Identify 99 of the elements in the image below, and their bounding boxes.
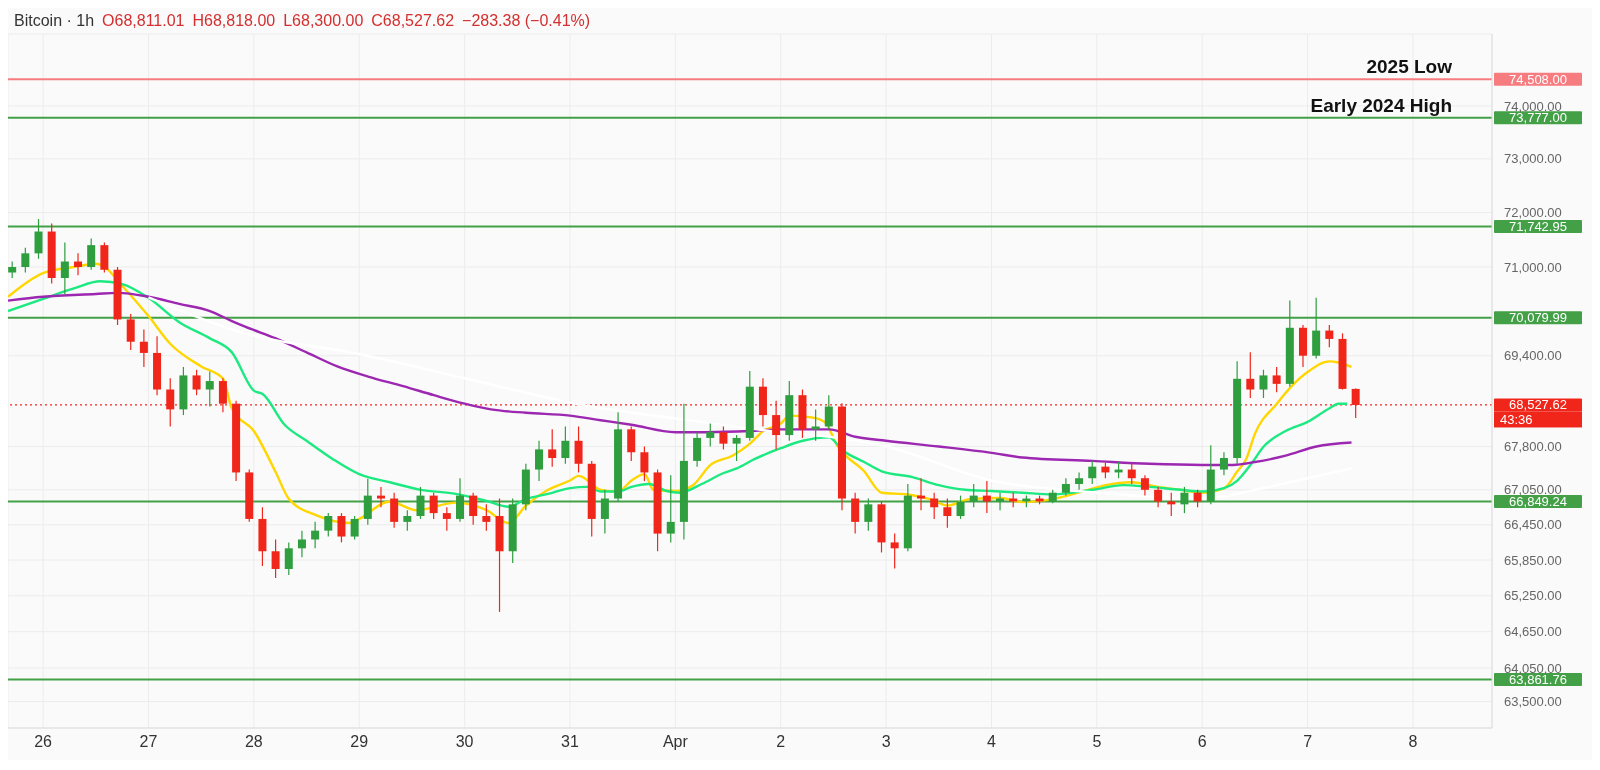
ref-line-label: 74,508.00 <box>1509 71 1567 87</box>
ref-line-label: 70,079.99 <box>1509 310 1567 326</box>
candlestick <box>627 425 636 462</box>
candlestick <box>943 497 952 529</box>
y-tick-label: 66,450.00 <box>1504 517 1562 533</box>
text: −283.38 (−0.41%) <box>462 12 591 30</box>
candlestick <box>548 428 557 468</box>
y-tick-label: 64,050.00 <box>1504 660 1562 676</box>
text: H68,818.00 <box>192 12 276 30</box>
y-tick-label: 74,000.00 <box>1504 98 1562 114</box>
y-tick-label: 73,000.00 <box>1504 151 1562 167</box>
chart-title: Bitcoin · 1h <box>14 12 95 30</box>
candlestick <box>1272 366 1281 393</box>
candlestick <box>271 538 280 579</box>
candlestick <box>350 515 359 541</box>
x-tick-label: 3 <box>881 733 891 751</box>
candlestick <box>1075 471 1084 491</box>
candlestick <box>574 425 583 474</box>
candlestick <box>864 497 873 532</box>
candlestick <box>561 425 570 465</box>
annotation: Early 2024 High <box>1310 94 1452 116</box>
candlestick <box>1246 351 1255 399</box>
candlestick <box>719 425 728 450</box>
candlestick <box>1167 492 1176 517</box>
candlestick <box>890 533 899 569</box>
candlestick <box>1325 324 1334 348</box>
candlestick <box>87 238 96 271</box>
text: L68,300.00 <box>283 12 364 30</box>
candlestick <box>205 370 214 408</box>
candlestick <box>429 492 438 520</box>
x-tick-label: 2 <box>776 733 786 751</box>
candlestick <box>469 492 478 526</box>
text: 43:36 <box>1500 411 1533 427</box>
text: C68,527.62 <box>371 12 455 30</box>
candlestick <box>21 247 30 274</box>
candlestick <box>732 434 741 462</box>
candlestick <box>297 530 306 558</box>
candlestick <box>772 400 781 450</box>
candlestick <box>851 492 860 535</box>
candlestick <box>706 423 715 448</box>
x-tick-label: 27 <box>139 733 158 751</box>
candlestick <box>811 408 820 442</box>
ref-line-label: 68,527.62 <box>1509 397 1567 413</box>
candlestick <box>1127 463 1136 485</box>
candlestick <box>139 328 148 368</box>
y-tick-label: 65,250.00 <box>1504 588 1562 604</box>
candlestick <box>456 477 465 523</box>
text: O68,811.01 <box>102 12 185 30</box>
y-tick-label: 63,500.00 <box>1504 694 1562 710</box>
y-tick-label: 67,800.00 <box>1504 439 1562 455</box>
annotation: 2025 Low <box>1366 56 1453 78</box>
x-tick-label: Apr <box>662 733 689 751</box>
candlestick <box>956 495 965 520</box>
x-tick-label: 26 <box>34 733 53 751</box>
candlestick <box>126 313 135 351</box>
x-tick-label: 8 <box>1408 733 1418 751</box>
candlestick <box>482 503 491 532</box>
candlestick <box>311 521 320 549</box>
x-tick-label: 7 <box>1303 733 1313 751</box>
candlestick <box>666 474 675 544</box>
x-tick-label: 29 <box>350 733 369 751</box>
candlestick <box>640 445 649 482</box>
candlestick <box>917 477 926 511</box>
candlestick <box>363 478 372 526</box>
candlestick <box>600 489 609 535</box>
y-tick-label: 71,000.00 <box>1504 259 1562 275</box>
candlestick <box>693 431 702 468</box>
candlestick <box>34 218 43 260</box>
candlestick <box>1154 486 1163 508</box>
candlestick <box>390 492 399 529</box>
candlestick <box>1180 486 1189 514</box>
candlestick <box>442 506 451 532</box>
candlestick <box>337 512 346 544</box>
candlestick <box>60 241 69 296</box>
candlestick <box>930 492 939 520</box>
x-tick-label: 5 <box>1092 733 1102 751</box>
candlestick <box>535 440 544 482</box>
y-tick-label: 64,650.00 <box>1504 624 1562 640</box>
x-tick-label: 28 <box>244 733 263 751</box>
y-tick-label: 65,850.00 <box>1504 552 1562 568</box>
candlestick <box>416 486 425 520</box>
y-tick-label: 69,400.00 <box>1504 348 1562 364</box>
candlestick <box>403 509 412 532</box>
x-tick-label: 31 <box>561 733 579 751</box>
y-tick-label: 72,000.00 <box>1504 205 1562 221</box>
ref-line-label: 71,742.95 <box>1509 218 1567 234</box>
x-tick-label: 6 <box>1197 733 1207 751</box>
candlestick <box>376 486 385 508</box>
candlestick <box>324 512 333 538</box>
x-tick-label: 4 <box>987 733 997 751</box>
candlestick <box>74 252 83 276</box>
candlestick <box>1140 474 1149 497</box>
candlestick <box>824 394 833 430</box>
candlestick <box>1259 369 1268 399</box>
candlestick <box>1219 451 1228 476</box>
candlestick <box>284 541 293 576</box>
candlestick <box>192 369 201 396</box>
x-tick-label: 30 <box>455 733 474 751</box>
candlestick <box>1088 460 1097 485</box>
